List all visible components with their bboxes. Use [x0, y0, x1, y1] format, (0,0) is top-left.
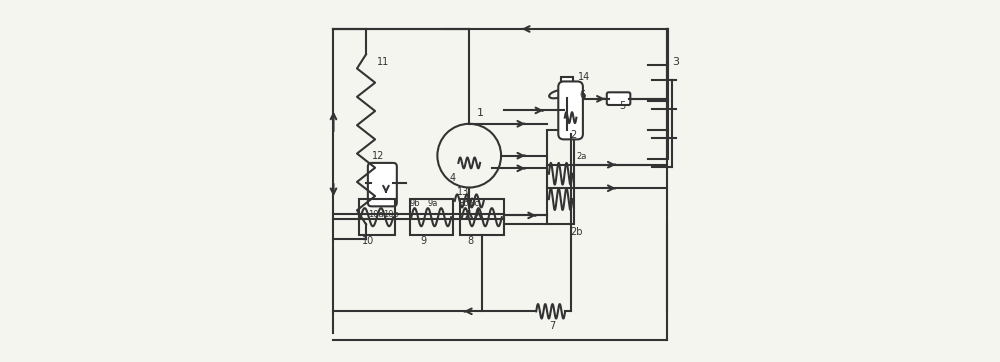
FancyBboxPatch shape	[558, 81, 583, 139]
Text: 9b: 9b	[410, 199, 420, 209]
FancyBboxPatch shape	[561, 77, 573, 86]
Text: 8: 8	[467, 236, 474, 247]
Text: 14: 14	[578, 72, 590, 82]
FancyBboxPatch shape	[607, 92, 630, 105]
Bar	[547, 130, 574, 224]
Text: 2a: 2a	[576, 152, 586, 161]
Text: 5: 5	[619, 101, 626, 111]
FancyBboxPatch shape	[368, 163, 397, 206]
Text: 2: 2	[571, 130, 577, 140]
Text: 2b: 2b	[571, 227, 583, 237]
Bar	[410, 199, 453, 235]
Text: 12: 12	[371, 151, 384, 161]
Text: 10b: 10b	[383, 210, 399, 219]
Text: 4: 4	[449, 173, 455, 183]
Text: 9: 9	[420, 236, 426, 247]
Text: 1: 1	[476, 108, 483, 118]
Text: 10: 10	[362, 236, 375, 247]
Text: 13: 13	[457, 188, 469, 198]
Text: 8b: 8b	[458, 199, 469, 209]
Text: 8c: 8c	[469, 199, 479, 209]
Bar	[359, 199, 395, 235]
Text: 10a: 10a	[368, 210, 383, 219]
Text: 11: 11	[377, 57, 389, 67]
Text: 3: 3	[672, 57, 679, 67]
Bar	[460, 199, 504, 235]
Text: 7: 7	[549, 321, 555, 332]
Text: 9a: 9a	[428, 199, 438, 209]
Text: 6: 6	[580, 90, 586, 100]
